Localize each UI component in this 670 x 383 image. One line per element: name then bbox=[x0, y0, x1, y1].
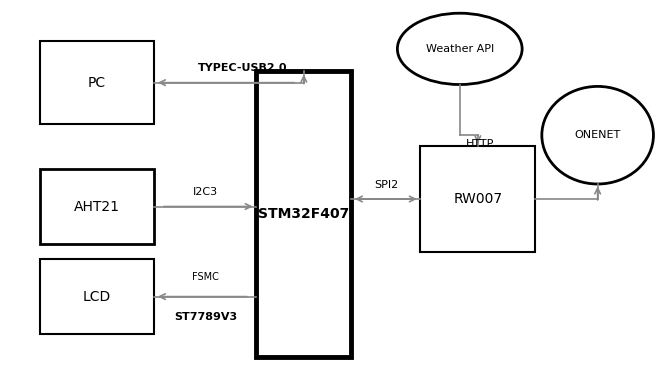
Bar bbox=[420, 146, 535, 252]
Text: HTTP: HTTP bbox=[466, 139, 494, 149]
Text: RW007: RW007 bbox=[453, 192, 502, 206]
Bar bbox=[40, 259, 154, 334]
Ellipse shape bbox=[542, 87, 653, 184]
Text: ST7789V3: ST7789V3 bbox=[174, 312, 237, 322]
Text: FSMC: FSMC bbox=[192, 272, 219, 282]
Bar bbox=[256, 71, 351, 357]
Text: STM32F407: STM32F407 bbox=[258, 207, 350, 221]
Ellipse shape bbox=[397, 13, 522, 85]
Text: ONENET: ONENET bbox=[574, 130, 621, 140]
Text: AHT21: AHT21 bbox=[74, 200, 120, 213]
Bar bbox=[40, 41, 154, 124]
Text: TYPEC-USB2.0: TYPEC-USB2.0 bbox=[198, 63, 287, 73]
Text: SPI2: SPI2 bbox=[374, 180, 398, 190]
Text: LCD: LCD bbox=[83, 290, 111, 304]
Text: PC: PC bbox=[88, 76, 106, 90]
Text: Weather API: Weather API bbox=[425, 44, 494, 54]
Text: I2C3: I2C3 bbox=[193, 187, 218, 197]
Bar bbox=[40, 169, 154, 244]
